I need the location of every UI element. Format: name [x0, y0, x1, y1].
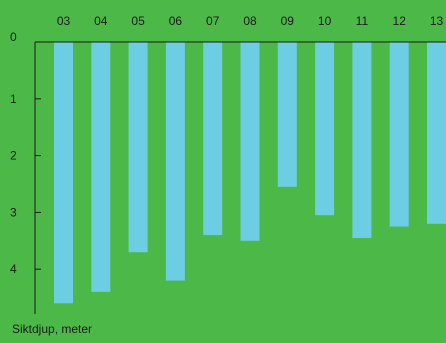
bar-04: [91, 42, 111, 292]
y-tick-label-1: 1: [10, 92, 17, 106]
x-tick-label-11: 11: [356, 14, 369, 28]
bar-10: [315, 42, 335, 216]
y-tick-label-3: 3: [10, 205, 17, 219]
y-tick-label-2: 2: [10, 149, 17, 163]
bar-11: [352, 42, 372, 238]
x-tick-label-06: 06: [169, 14, 183, 28]
x-tick-label-12: 12: [393, 14, 407, 28]
x-tick-label-13: 13: [430, 14, 444, 28]
bar-06: [165, 42, 185, 281]
bar-05: [128, 42, 148, 253]
y-axis-title: Siktdjup, meter: [12, 322, 93, 336]
x-tick-label-08: 08: [243, 14, 257, 28]
bars-group: [54, 42, 446, 304]
bar-09: [277, 42, 297, 187]
bar-13: [427, 42, 446, 224]
x-axis-labels: 03 04 05 06 07 08 09 10 11 12 13: [57, 14, 444, 28]
bar-07: [203, 42, 223, 236]
bar-12: [389, 42, 409, 227]
x-tick-label-04: 04: [94, 14, 108, 28]
x-tick-label-09: 09: [281, 14, 295, 28]
bar-08: [240, 42, 260, 241]
x-tick-label-03: 03: [57, 14, 71, 28]
y-tick-label-0: 0: [10, 30, 17, 44]
bar-03: [54, 42, 73, 304]
y-axis: 0 1 2 3 4: [10, 30, 446, 314]
x-tick-label-07: 07: [206, 14, 220, 28]
y-tick-label-4: 4: [10, 262, 17, 276]
x-tick-label-05: 05: [131, 14, 145, 28]
x-tick-label-10: 10: [318, 14, 332, 28]
